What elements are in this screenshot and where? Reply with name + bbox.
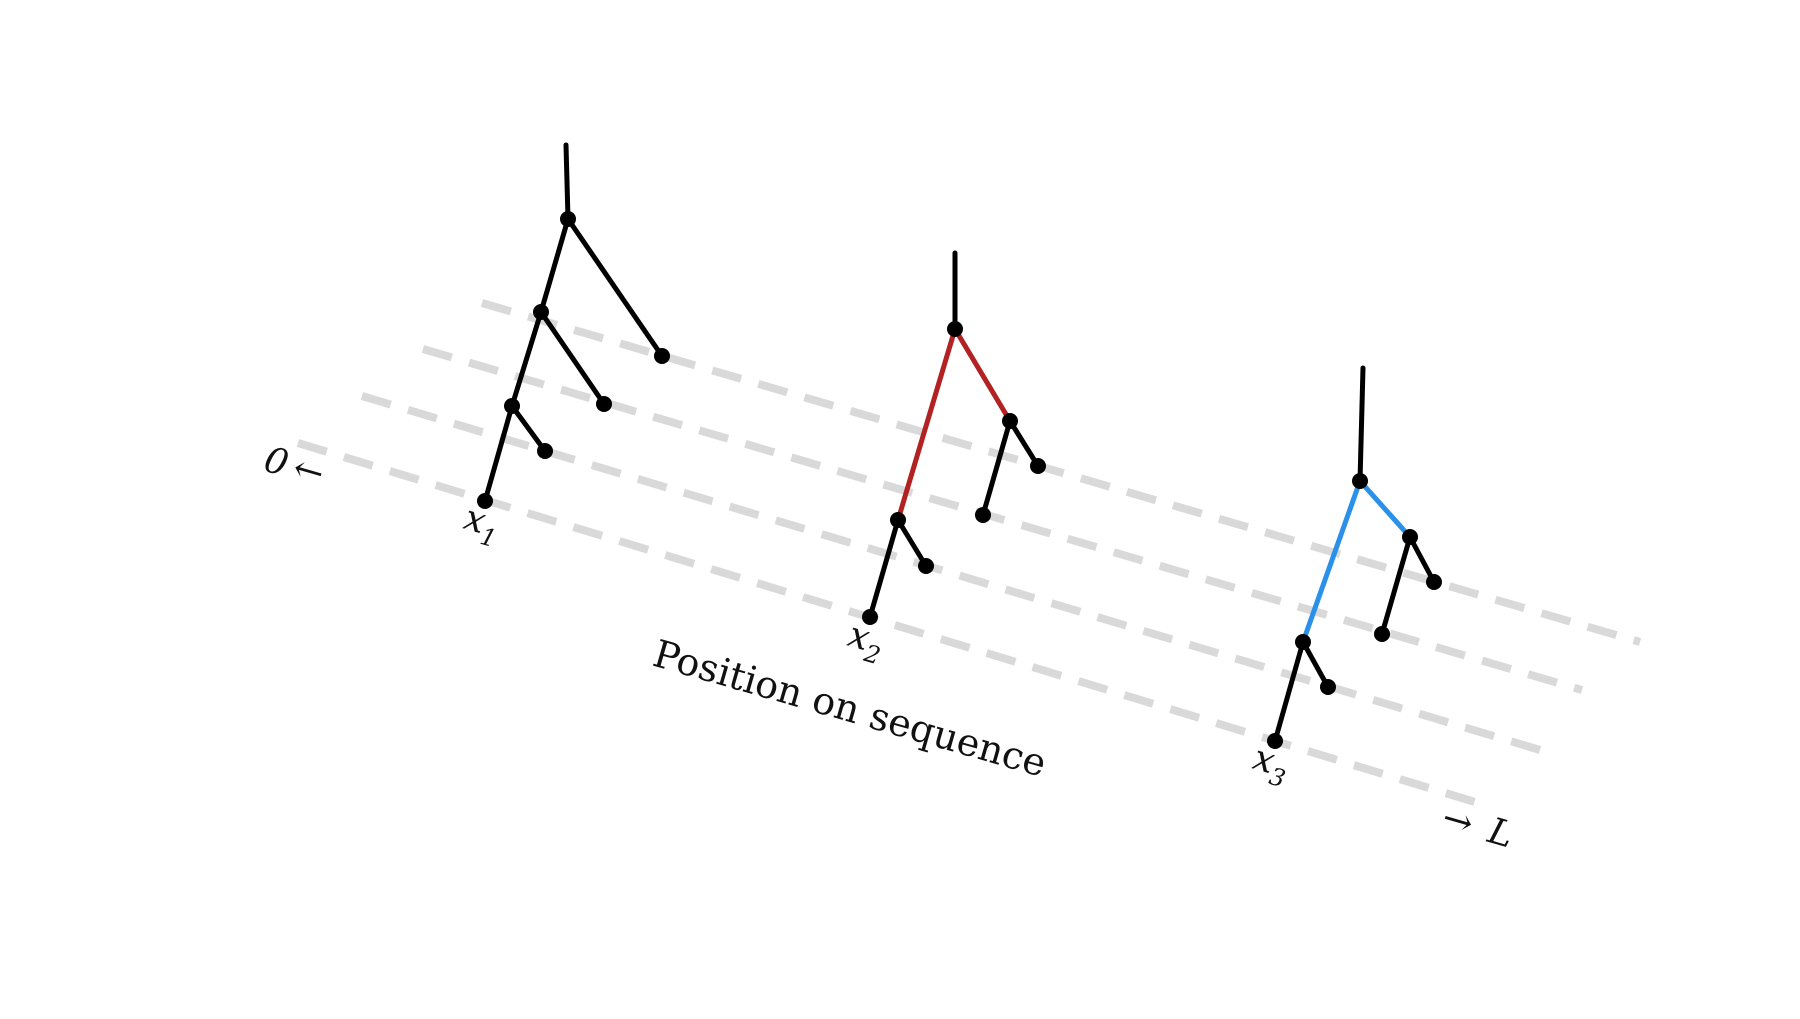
guide-line bbox=[360, 392, 1542, 754]
tree-2-node bbox=[947, 321, 963, 337]
tree-2-branch bbox=[867, 517, 901, 620]
tree-3: x3 bbox=[1247, 365, 1442, 793]
tree-1-branch bbox=[509, 403, 548, 454]
tree-3-branch bbox=[1272, 639, 1306, 744]
tree-3-node bbox=[1402, 529, 1418, 545]
tree-3-sample-node bbox=[1267, 733, 1283, 749]
tree-2-highlighted-branch bbox=[952, 326, 1013, 424]
tree-2-leaf bbox=[918, 558, 934, 574]
tree-1-node bbox=[560, 211, 576, 227]
tree-1-leaf bbox=[654, 348, 670, 364]
tree-3-leaf bbox=[1374, 626, 1390, 642]
tree-3-branch bbox=[1407, 534, 1437, 585]
tree-2-branch bbox=[1007, 418, 1041, 469]
guide-lines bbox=[296, 299, 1642, 810]
tree-3-label: x3 bbox=[1247, 737, 1294, 793]
tree-3-highlighted-branch bbox=[1357, 478, 1413, 540]
tree-2-branch bbox=[895, 517, 929, 569]
tree-1-node bbox=[533, 304, 549, 320]
guide-line bbox=[480, 299, 1642, 646]
tree-3-node bbox=[1295, 634, 1311, 650]
tree-3-node bbox=[1352, 473, 1368, 489]
axis-start-label: 0 bbox=[260, 439, 293, 485]
tree-2-branch bbox=[980, 418, 1013, 518]
tree-2-highlighted-branch bbox=[895, 326, 958, 523]
tree-2-leaf bbox=[975, 507, 991, 523]
tree-2-node bbox=[890, 512, 906, 528]
tree-1-leaf bbox=[596, 396, 612, 412]
tree-1-root-edge bbox=[563, 142, 571, 222]
tree-2-sample-node bbox=[862, 609, 878, 625]
guide-line bbox=[296, 439, 1490, 810]
tree-2-label: x2 bbox=[842, 614, 889, 670]
tree-2-leaf bbox=[1030, 458, 1046, 474]
tree-1-branch bbox=[538, 309, 607, 407]
tree-3-branch bbox=[1300, 639, 1331, 690]
tree-3-leaf bbox=[1426, 574, 1442, 590]
tree-1-branch bbox=[509, 309, 544, 409]
tree-1-sample-node bbox=[477, 493, 493, 509]
tree-1-branch bbox=[565, 216, 665, 359]
tree-1-branch bbox=[482, 403, 515, 504]
tree-1-node bbox=[504, 398, 520, 414]
guide-line bbox=[421, 345, 1584, 694]
tree-1-branch bbox=[538, 216, 571, 315]
axis-start-arrow: ← bbox=[288, 448, 328, 496]
tree-3-highlighted-branch bbox=[1300, 478, 1363, 645]
tree-1: x1 bbox=[460, 142, 670, 553]
tree-2-node bbox=[1002, 413, 1018, 429]
tree-3-root-edge bbox=[1357, 365, 1366, 484]
axis-end-arrow: → bbox=[1438, 797, 1478, 845]
tree-3-leaf bbox=[1320, 679, 1336, 695]
axis-end: → L bbox=[1438, 797, 1518, 856]
axis-end-label: L bbox=[1483, 810, 1518, 856]
tree-1-leaf bbox=[537, 443, 553, 459]
tree-3-branch bbox=[1379, 534, 1413, 637]
